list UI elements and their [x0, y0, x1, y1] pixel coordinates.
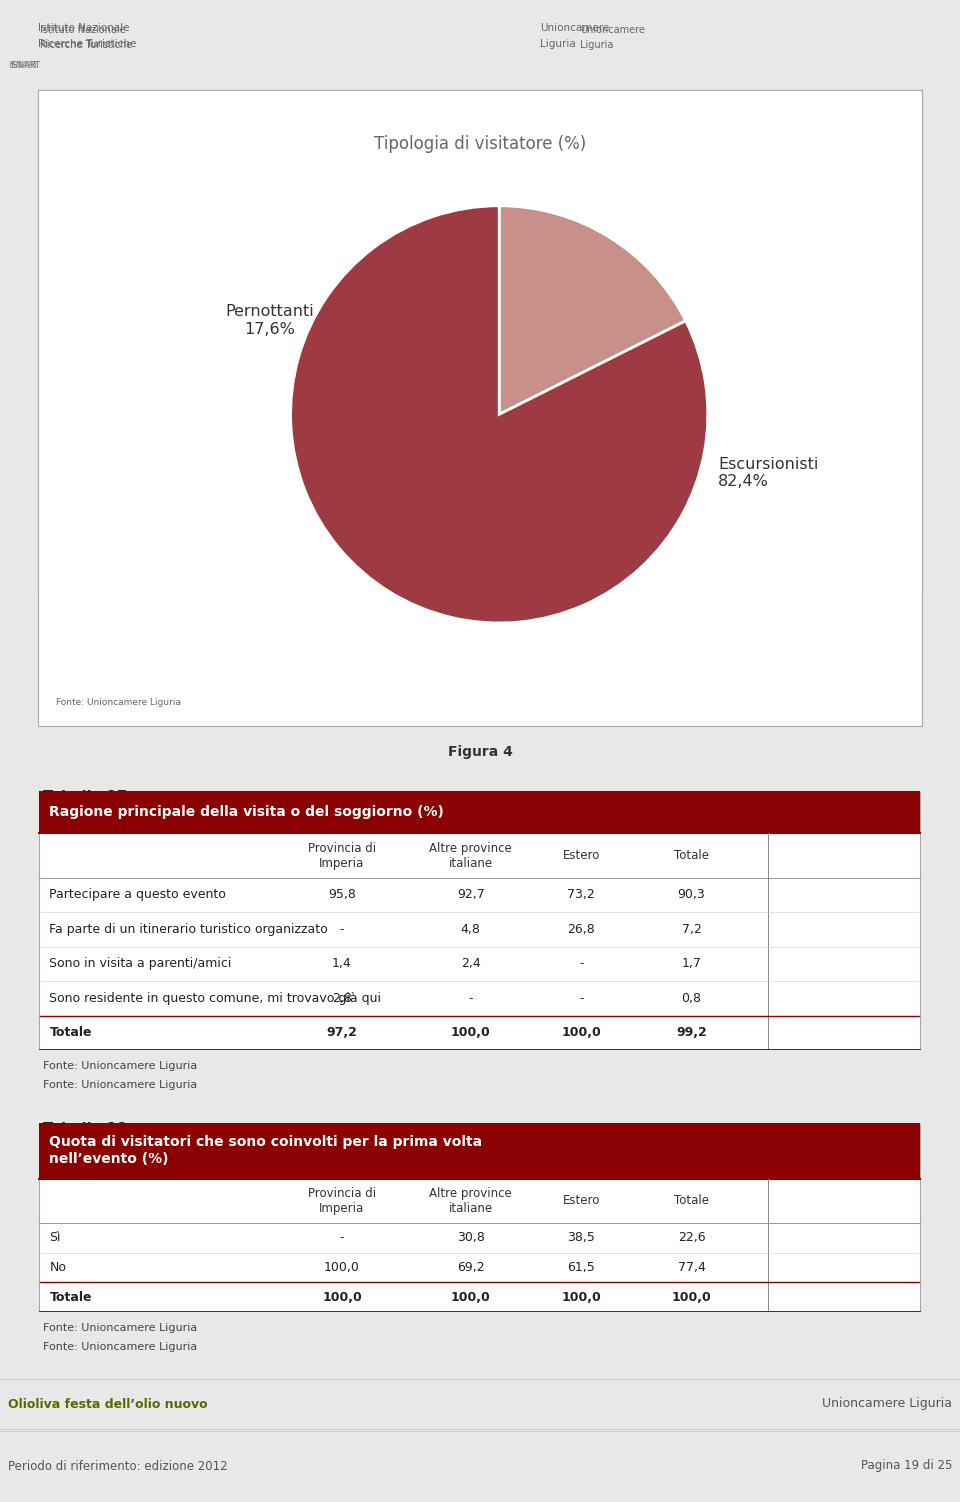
Text: 97,2: 97,2 — [326, 1026, 357, 1039]
Text: Partecipare a questo evento: Partecipare a questo evento — [50, 888, 227, 901]
Text: Ricerche Turistiche: Ricerche Turistiche — [40, 41, 132, 50]
Text: Pagina 19 di 25: Pagina 19 di 25 — [860, 1460, 952, 1472]
Text: 100,0: 100,0 — [324, 1262, 360, 1274]
Text: Istituto Nazionale: Istituto Nazionale — [38, 23, 130, 33]
Text: 99,2: 99,2 — [676, 1026, 707, 1039]
Text: Ragione principale della visita o del soggiorno (%): Ragione principale della visita o del so… — [50, 805, 444, 819]
Text: 26,8: 26,8 — [567, 922, 595, 936]
Text: 100,0: 100,0 — [451, 1026, 491, 1039]
Text: Istituto Nazionale: Istituto Nazionale — [40, 26, 126, 35]
Text: Fonte: Unioncamere Liguria: Fonte: Unioncamere Liguria — [43, 1323, 197, 1332]
Text: Liguria: Liguria — [580, 41, 613, 50]
Bar — [39, 1123, 920, 1178]
Text: 61,5: 61,5 — [567, 1262, 595, 1274]
Text: Estero: Estero — [563, 1194, 600, 1208]
Text: Fa parte di un itinerario turistico organizzato: Fa parte di un itinerario turistico orga… — [50, 922, 328, 936]
Text: 4,8: 4,8 — [461, 922, 481, 936]
Text: Quota di visitatori che sono coinvolti per la prima volta
nell’evento (%): Quota di visitatori che sono coinvolti p… — [50, 1136, 483, 1166]
Text: 95,8: 95,8 — [328, 888, 356, 901]
Text: Totale: Totale — [50, 1026, 92, 1039]
Text: Periodo di riferimento: edizione 2012: Periodo di riferimento: edizione 2012 — [8, 1460, 228, 1472]
Text: Pernottanti
17,6%: Pernottanti 17,6% — [226, 305, 314, 336]
Text: Fonte: Unioncamere Liguria: Fonte: Unioncamere Liguria — [56, 566, 181, 575]
Text: Altre province
italiane: Altre province italiane — [429, 841, 513, 870]
Text: Totale: Totale — [674, 849, 709, 862]
Text: Sì: Sì — [50, 1232, 60, 1244]
Text: 73,2: 73,2 — [567, 888, 595, 901]
Text: Unioncamere: Unioncamere — [580, 26, 645, 35]
Text: Figura 4: Figura 4 — [447, 745, 513, 759]
Text: 1,4: 1,4 — [332, 957, 352, 970]
Wedge shape — [320, 189, 640, 511]
Text: ISNART: ISNART — [10, 60, 40, 69]
Text: Sono residente in questo comune, mi trovavo già qui: Sono residente in questo comune, mi trov… — [50, 991, 381, 1005]
Text: 7,2: 7,2 — [682, 922, 702, 936]
Text: 100,0: 100,0 — [451, 1290, 491, 1304]
Text: -: - — [340, 1232, 345, 1244]
Text: Fonte: Unioncamere Liguria: Fonte: Unioncamere Liguria — [56, 698, 181, 707]
Text: Tipologia di visitatore (%): Tipologia di visitatore (%) — [373, 125, 587, 143]
Text: Ricerche Turistiche: Ricerche Turistiche — [38, 39, 136, 50]
Text: Unioncamere: Unioncamere — [540, 23, 610, 33]
Text: 2,4: 2,4 — [461, 957, 481, 970]
Text: Pernottanti
17,6%: Pernottanti 17,6% — [268, 251, 356, 282]
Text: 100,0: 100,0 — [562, 1290, 601, 1304]
Text: Escursionisti
82,4%: Escursionisti 82,4% — [718, 457, 819, 490]
Text: No: No — [50, 1262, 66, 1274]
Text: 69,2: 69,2 — [457, 1262, 485, 1274]
Text: -: - — [468, 991, 473, 1005]
Text: Totale: Totale — [50, 1290, 92, 1304]
Text: 92,7: 92,7 — [457, 888, 485, 901]
Text: Tabella 17: Tabella 17 — [43, 790, 127, 805]
Text: Provincia di
Imperia: Provincia di Imperia — [308, 841, 376, 870]
Text: Escursionisti
82,4%: Escursionisti 82,4% — [664, 366, 764, 398]
Text: -: - — [340, 922, 345, 936]
Text: Estero: Estero — [563, 849, 600, 862]
Text: 100,0: 100,0 — [562, 1026, 601, 1039]
Text: 1,7: 1,7 — [682, 957, 702, 970]
Text: Olioliva festa dell’olio nuovo: Olioliva festa dell’olio nuovo — [8, 1397, 207, 1410]
Text: Altre province
italiane: Altre province italiane — [429, 1187, 513, 1215]
Text: Figura 4: Figura 4 — [447, 604, 513, 617]
Text: Provincia di
Imperia: Provincia di Imperia — [308, 1187, 376, 1215]
Text: 2,8: 2,8 — [332, 991, 352, 1005]
Wedge shape — [291, 206, 708, 623]
Text: Liguria: Liguria — [540, 39, 576, 50]
Text: Tabella 18: Tabella 18 — [43, 1122, 127, 1137]
Text: 90,3: 90,3 — [678, 888, 706, 901]
Text: 38,5: 38,5 — [567, 1232, 595, 1244]
Bar — [39, 792, 920, 832]
Text: 100,0: 100,0 — [672, 1290, 711, 1304]
Wedge shape — [480, 189, 623, 350]
Text: Sono in visita a parenti/amici: Sono in visita a parenti/amici — [50, 957, 231, 970]
Text: Unioncamere Liguria: Unioncamere Liguria — [822, 1397, 952, 1410]
Wedge shape — [499, 206, 685, 415]
Text: 30,8: 30,8 — [457, 1232, 485, 1244]
Text: ISNART: ISNART — [8, 60, 38, 69]
Text: 22,6: 22,6 — [678, 1232, 706, 1244]
Text: 100,0: 100,0 — [323, 1290, 362, 1304]
Text: Totale: Totale — [674, 1194, 709, 1208]
Text: 77,4: 77,4 — [678, 1262, 706, 1274]
Text: Tipologia di visitatore (%): Tipologia di visitatore (%) — [373, 135, 587, 153]
Text: Fonte: Unioncamere Liguria: Fonte: Unioncamere Liguria — [43, 1060, 197, 1071]
Text: -: - — [579, 957, 584, 970]
Text: -: - — [579, 991, 584, 1005]
Text: 0,8: 0,8 — [682, 991, 702, 1005]
Text: Fonte: Unioncamere Liguria: Fonte: Unioncamere Liguria — [43, 1080, 197, 1090]
Text: Fonte: Unioncamere Liguria: Fonte: Unioncamere Liguria — [43, 1343, 197, 1352]
